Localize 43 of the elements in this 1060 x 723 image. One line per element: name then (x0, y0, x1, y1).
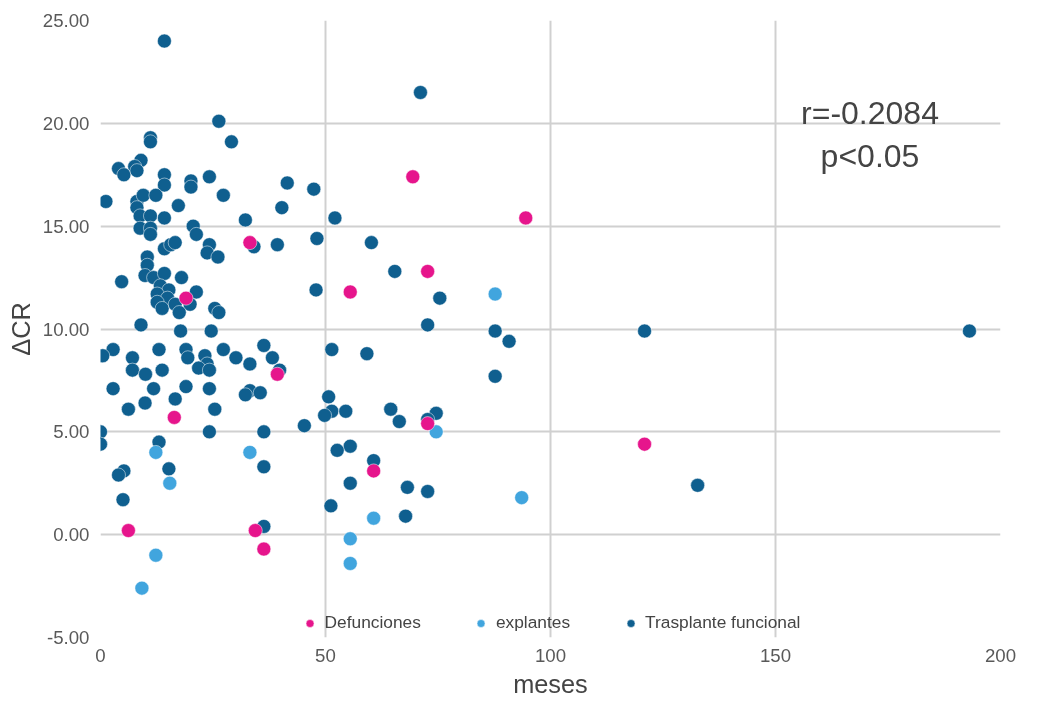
legend-label: explantes (495, 612, 571, 633)
point (121, 523, 136, 538)
y-tick-label: 5.00 (53, 421, 90, 443)
x-tick-label: 200 (984, 644, 1017, 666)
legend-label: Defunciones (324, 612, 421, 633)
point (518, 210, 533, 226)
point (366, 463, 381, 479)
point (167, 410, 182, 425)
point (242, 445, 258, 460)
point (420, 264, 435, 279)
point (343, 284, 358, 300)
point (343, 531, 358, 547)
point (428, 424, 444, 440)
point (514, 490, 529, 505)
point (178, 290, 194, 306)
point (405, 169, 421, 185)
y-tick-label: 0.00 (53, 524, 90, 546)
point (148, 445, 164, 460)
point (148, 548, 164, 563)
point (366, 510, 381, 526)
point (637, 436, 652, 452)
point (270, 367, 285, 382)
y-tick-label: 10.00 (42, 318, 90, 340)
point (343, 556, 358, 571)
annotation: r=-0.2084 p<0.05 (801, 94, 939, 174)
x-tick-label: 150 (759, 644, 792, 666)
y-tick-label: 25.00 (42, 10, 90, 31)
point (248, 523, 263, 538)
point (256, 541, 272, 557)
point (162, 476, 178, 491)
y-tick-label: -5.00 (46, 627, 90, 648)
point (420, 416, 435, 431)
point (242, 235, 258, 250)
y-tick-label: 15.00 (42, 215, 90, 237)
y-tick-label: 20.00 (42, 112, 90, 134)
point (134, 580, 150, 596)
y-axis-title: ΔCR (6, 302, 35, 356)
x-tick-label: 100 (534, 644, 567, 666)
x-tick-label: 50 (315, 644, 336, 666)
x-tick-label: 0 (95, 644, 106, 666)
point (487, 286, 503, 302)
x-axis-title: meses (513, 669, 588, 698)
legend-label: Trasplante funcional (645, 612, 801, 633)
